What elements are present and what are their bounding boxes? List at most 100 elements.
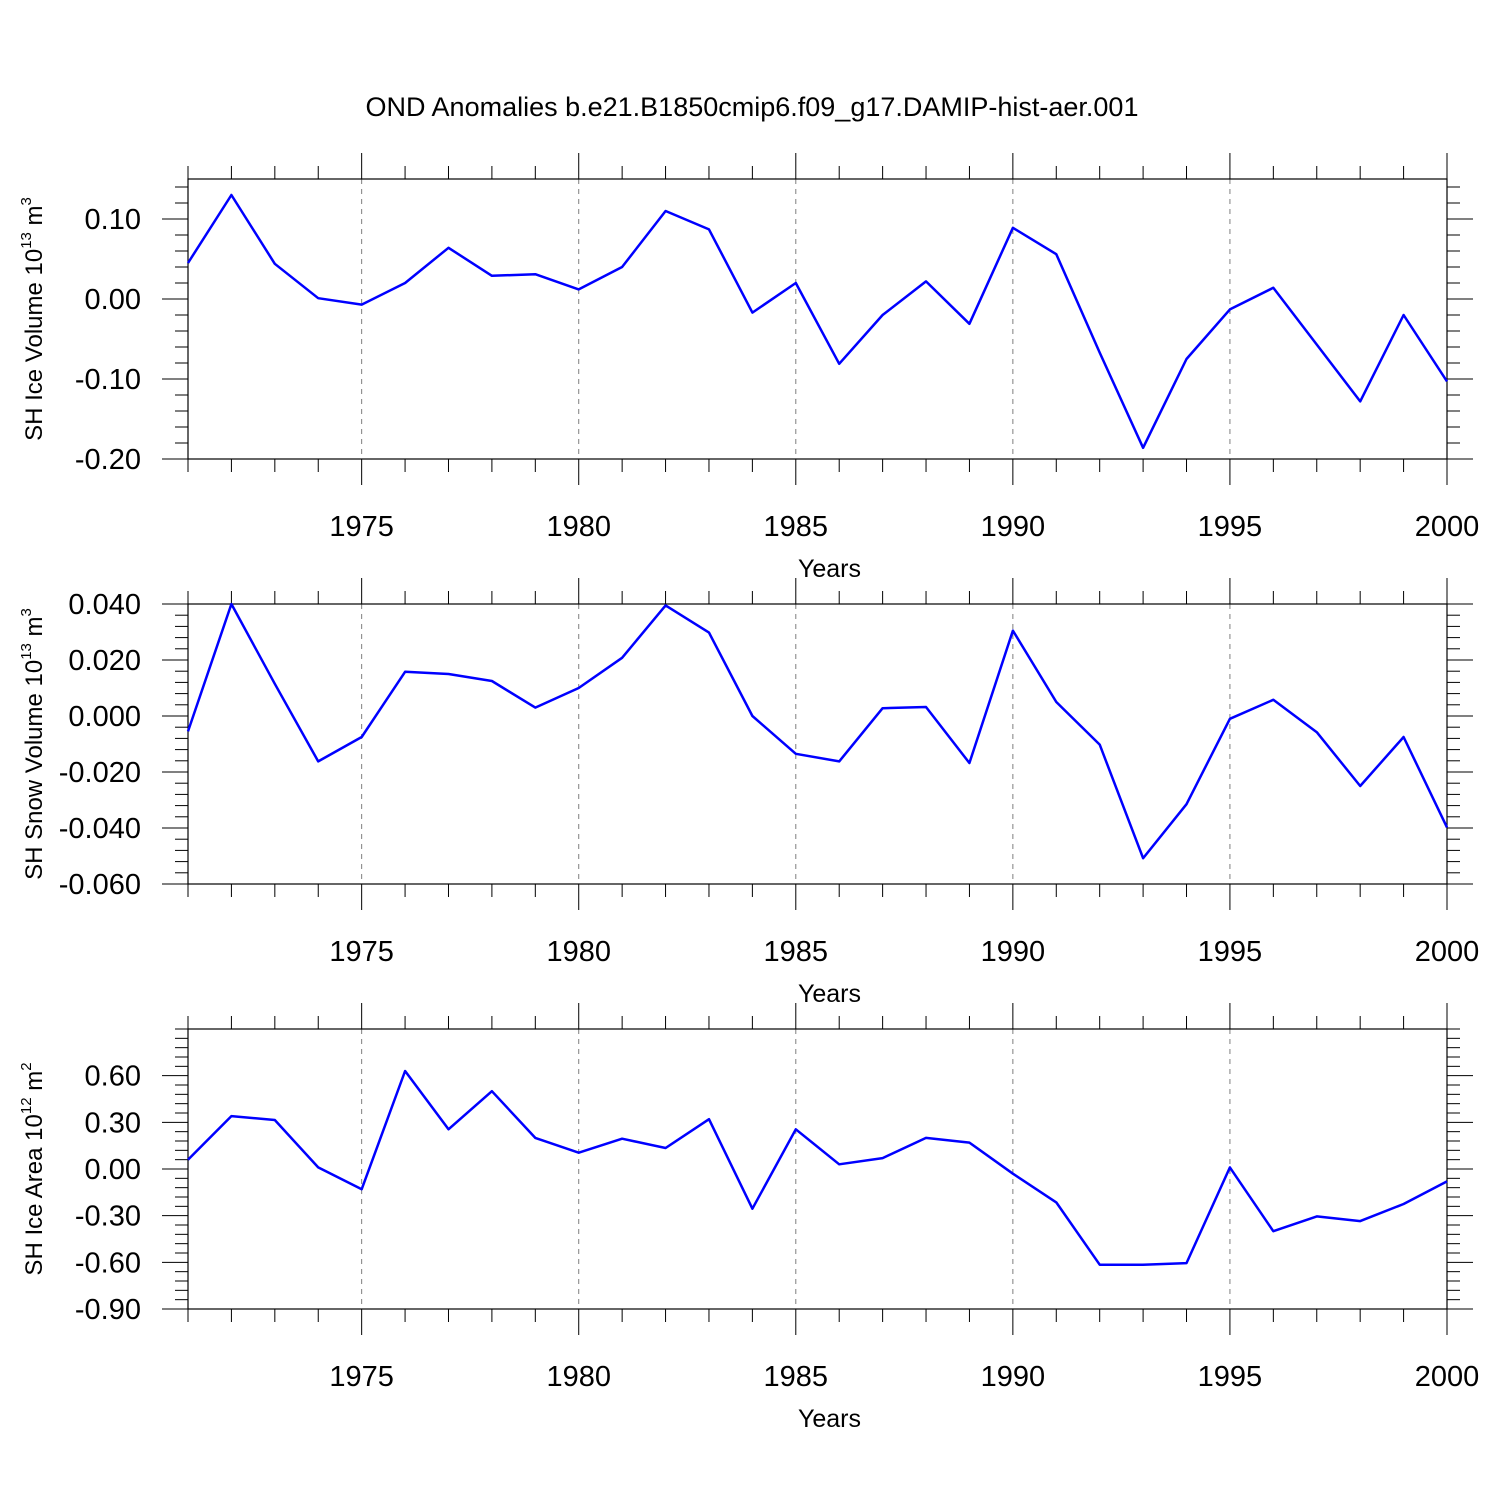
data-point xyxy=(620,1137,624,1141)
data-point xyxy=(577,287,581,291)
data-point xyxy=(1011,1172,1015,1176)
data-point xyxy=(664,1146,668,1150)
data-point xyxy=(1271,286,1275,290)
y-tick-label: -0.20 xyxy=(75,444,141,476)
data-point xyxy=(1315,730,1319,734)
y-axis-label-text: SH Ice Area 10 xyxy=(21,1114,48,1275)
data-point xyxy=(186,729,190,733)
x-tick-label: 1975 xyxy=(329,511,394,543)
data-point xyxy=(707,631,711,635)
data-point xyxy=(1445,1179,1449,1183)
x-tick-label: 1980 xyxy=(546,1361,611,1393)
data-point xyxy=(967,1141,971,1145)
panel-snow-volume: -0.060 -0.040 -0.020 0.000 0.020 0.040 1975 198… xyxy=(18,578,1479,1008)
y-axis-label-text: SH Snow Volume 10 xyxy=(21,660,48,880)
data-point xyxy=(1315,1214,1319,1218)
data-point xyxy=(1315,343,1319,347)
x-axis-label: Years xyxy=(798,980,861,1008)
data-point xyxy=(750,311,754,315)
data-point xyxy=(360,1187,364,1191)
data-point xyxy=(707,1117,711,1121)
y-tick-label: -0.10 xyxy=(75,364,141,396)
y-tick-label: -0.040 xyxy=(59,813,141,845)
data-point xyxy=(1185,357,1189,361)
data-point xyxy=(273,262,277,266)
data-point xyxy=(620,656,624,660)
data-point xyxy=(403,281,407,285)
data-point xyxy=(1228,307,1232,311)
series-line xyxy=(186,602,1449,860)
y-tick-label: 0.000 xyxy=(68,701,141,733)
x-tick-label: 2000 xyxy=(1415,936,1480,968)
y-tick-label: 0.10 xyxy=(85,204,141,236)
data-point xyxy=(403,1069,407,1073)
data-point xyxy=(229,193,233,197)
data-point xyxy=(1141,1263,1145,1267)
data-point xyxy=(924,1136,928,1140)
data-point xyxy=(577,1151,581,1155)
data-point xyxy=(1445,825,1449,829)
x-tick-label: 2000 xyxy=(1415,1361,1480,1393)
data-point xyxy=(229,602,233,606)
y-tick-label: 0.040 xyxy=(68,589,141,621)
y-axis-label-unit-exponent: 2 xyxy=(18,1062,35,1070)
data-point xyxy=(967,761,971,765)
data-point xyxy=(837,759,841,763)
data-point xyxy=(1185,802,1189,806)
y-tick-label: 0.00 xyxy=(85,1154,141,1186)
data-point xyxy=(794,752,798,756)
data-point xyxy=(316,759,320,763)
data-point xyxy=(533,1136,537,1140)
data-point xyxy=(1228,717,1232,721)
y-tick-label: -0.020 xyxy=(59,757,141,789)
data-point xyxy=(707,227,711,231)
x-tick-label: 1995 xyxy=(1198,511,1263,543)
data-point xyxy=(490,274,494,278)
data-point xyxy=(881,706,885,710)
x-tick-label: 1995 xyxy=(1198,1361,1263,1393)
plot-frame xyxy=(187,1028,1448,1310)
data-point xyxy=(490,1089,494,1093)
data-point xyxy=(273,1118,277,1122)
data-point xyxy=(1228,1165,1232,1169)
plot-frame xyxy=(187,603,1448,885)
x-tick-label: 1990 xyxy=(981,511,1046,543)
data-point xyxy=(1054,1200,1058,1204)
data-point xyxy=(1054,700,1058,704)
y-tick-label: 0.00 xyxy=(85,284,141,316)
data-point xyxy=(490,679,494,683)
data-point xyxy=(620,265,624,269)
y-tick-label: -0.060 xyxy=(59,869,141,901)
panel-ice-volume: -0.20 -0.10 0.00 0.10 1975 1980 1985 1990 1995 20… xyxy=(18,153,1479,583)
y-tick-label: -0.60 xyxy=(75,1247,141,1279)
y-axis-label: SH Snow Volume 1013 m3 xyxy=(18,608,48,880)
y-axis-label-exponent: 12 xyxy=(18,1097,35,1114)
y-tick-label: 0.020 xyxy=(68,645,141,677)
y-axis-label: SH Ice Volume 1013 m3 xyxy=(18,197,48,441)
data-point xyxy=(229,1114,233,1118)
x-tick-label: 1980 xyxy=(546,936,611,968)
y-axis-label: SH Ice Area 1012 m2 xyxy=(18,1062,48,1275)
data-point xyxy=(1141,446,1145,450)
y-tick-label: -0.30 xyxy=(75,1201,141,1233)
y-axis-label-exponent: 13 xyxy=(18,643,35,660)
series-line xyxy=(187,1069,1448,1266)
series-line xyxy=(186,193,1449,450)
y-tick-label: 0.60 xyxy=(85,1061,141,1093)
data-point xyxy=(750,714,754,718)
data-point xyxy=(273,682,277,686)
data-point xyxy=(881,1156,885,1160)
x-tick-label: 1990 xyxy=(981,936,1046,968)
y-axis-label-unit-exponent: 3 xyxy=(18,197,35,205)
data-point xyxy=(967,322,971,326)
data-point xyxy=(1402,735,1406,739)
data-point xyxy=(1054,252,1058,256)
x-tick-label: 2000 xyxy=(1415,511,1480,543)
data-point xyxy=(186,261,190,265)
data-point xyxy=(881,313,885,317)
data-point xyxy=(186,1158,190,1162)
x-tick-label: 1985 xyxy=(764,511,829,543)
data-point xyxy=(924,705,928,709)
data-point xyxy=(533,706,537,710)
data-point xyxy=(750,1207,754,1211)
